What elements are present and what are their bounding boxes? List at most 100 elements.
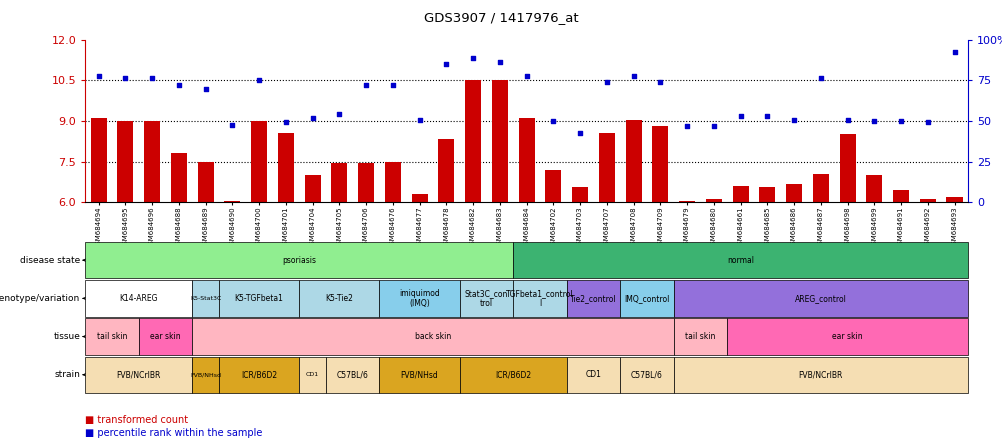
Point (705, 123, 721, 130)
Point (919, 119, 935, 126)
Point (625, 73, 641, 80)
Point (866, 118, 882, 125)
Point (545, 118, 561, 125)
Text: IMQ_control: IMQ_control (623, 294, 669, 303)
Bar (786, 184, 802, 202)
Point (678, 123, 694, 130)
Text: tail skin: tail skin (684, 332, 714, 341)
Point (759, 112, 775, 119)
Bar (465, 80, 481, 202)
Bar (305, 175, 321, 202)
Point (651, 78, 667, 85)
Bar (705, 199, 721, 202)
Point (411, 116, 427, 123)
Text: normal: normal (726, 256, 754, 265)
Text: imiquimod
(IMQ): imiquimod (IMQ) (399, 289, 440, 308)
Bar (438, 139, 454, 202)
Point (197, 85, 213, 92)
Point (385, 81, 401, 88)
Point (358, 81, 374, 88)
Bar (678, 201, 694, 202)
Bar (170, 154, 186, 202)
Text: K5-Stat3C: K5-Stat3C (189, 296, 221, 301)
Text: FVB/NCrIBR: FVB/NCrIBR (116, 370, 160, 379)
Text: ICR/B6D2: ICR/B6D2 (495, 370, 531, 379)
Text: disease state: disease state (20, 256, 80, 265)
Text: ■ percentile rank within the sample: ■ percentile rank within the sample (85, 428, 263, 438)
Bar (946, 197, 962, 202)
Point (892, 118, 908, 125)
Bar (518, 118, 534, 202)
Bar (651, 127, 667, 202)
Bar (331, 163, 347, 202)
Text: Tie2_control: Tie2_control (569, 294, 616, 303)
Point (946, 48, 962, 56)
Bar (625, 119, 641, 202)
Point (839, 116, 855, 123)
Bar (919, 199, 935, 202)
Bar (545, 170, 561, 202)
Point (812, 74, 828, 81)
Point (224, 122, 240, 129)
Text: K5-TGFbeta1: K5-TGFbeta1 (234, 294, 284, 303)
Text: tail skin: tail skin (97, 332, 127, 341)
Text: ear skin: ear skin (150, 332, 180, 341)
Text: Stat3C_con
trol: Stat3C_con trol (464, 289, 508, 308)
Bar (731, 186, 747, 202)
Bar (278, 133, 294, 202)
Text: CD1: CD1 (306, 372, 319, 377)
Point (438, 61, 454, 68)
Point (170, 81, 186, 88)
Text: FVB/NCrIBR: FVB/NCrIBR (798, 370, 842, 379)
Text: ear skin: ear skin (832, 332, 862, 341)
Bar (571, 187, 587, 202)
Text: K5-Tie2: K5-Tie2 (325, 294, 353, 303)
Text: TGFbeta1_control
l: TGFbeta1_control l (506, 289, 573, 308)
Text: genotype/variation: genotype/variation (0, 294, 80, 303)
Bar (892, 190, 908, 202)
Bar (866, 175, 882, 202)
Point (518, 73, 534, 80)
Bar (839, 135, 855, 202)
Bar (144, 121, 160, 202)
Point (250, 77, 267, 84)
Text: C57BL/6: C57BL/6 (630, 370, 662, 379)
Bar (117, 121, 133, 202)
Point (90, 73, 106, 80)
Point (117, 74, 133, 81)
Text: C57BL/6: C57BL/6 (337, 370, 369, 379)
Text: K14-AREG: K14-AREG (119, 294, 158, 303)
Text: FVB/NHsd: FVB/NHsd (190, 372, 220, 377)
Text: back skin: back skin (415, 332, 451, 341)
Text: AREG_control: AREG_control (794, 294, 846, 303)
Bar (759, 187, 775, 202)
Point (144, 74, 160, 81)
Bar (411, 194, 427, 202)
Text: ICR/B6D2: ICR/B6D2 (240, 370, 277, 379)
Text: ■ transformed count: ■ transformed count (85, 415, 188, 424)
Bar (358, 163, 374, 202)
Bar (385, 162, 401, 202)
Text: strain: strain (54, 370, 80, 379)
Bar (224, 201, 240, 202)
Text: GDS3907 / 1417976_at: GDS3907 / 1417976_at (424, 11, 578, 24)
Bar (491, 80, 507, 202)
Bar (812, 174, 828, 202)
Point (305, 115, 321, 122)
Bar (598, 133, 614, 202)
Point (786, 116, 802, 123)
Point (465, 54, 481, 61)
Text: psoriasis: psoriasis (282, 256, 316, 265)
Text: CD1: CD1 (585, 370, 601, 379)
Text: tissue: tissue (53, 332, 80, 341)
Point (571, 130, 587, 137)
Bar (250, 121, 267, 202)
Text: FVB/NHsd: FVB/NHsd (401, 370, 438, 379)
Point (731, 112, 747, 119)
Bar (90, 118, 106, 202)
Point (598, 78, 614, 85)
Bar (197, 162, 213, 202)
Point (491, 58, 507, 65)
Point (278, 119, 294, 126)
Point (331, 111, 347, 118)
